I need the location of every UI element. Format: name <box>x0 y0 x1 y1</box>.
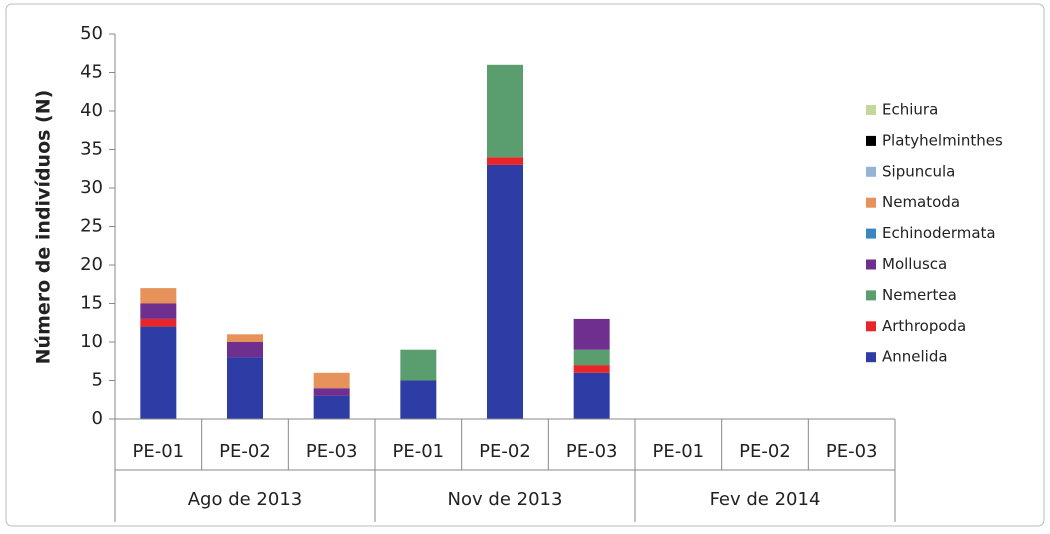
x-tick-label: PE-03 <box>566 441 618 462</box>
x-tick-label: PE-02 <box>739 441 791 462</box>
legend-label: Echinodermata <box>882 224 996 242</box>
legend-label: Annelida <box>882 348 948 366</box>
x-tick-label: PE-01 <box>133 441 185 462</box>
legend-swatch <box>866 228 876 239</box>
bar-segment <box>487 64 523 158</box>
y-tick-label: 35 <box>80 139 103 160</box>
bar-segment <box>140 326 177 419</box>
legend-label: Mollusca <box>882 255 947 273</box>
bar-segment <box>573 365 610 373</box>
bar-segment <box>573 318 610 350</box>
y-tick-label: 25 <box>80 216 103 237</box>
group-label: Nov de 2013 <box>448 489 563 510</box>
bar-segment <box>140 288 177 304</box>
bar-segment <box>227 334 263 342</box>
x-tick-label: PE-03 <box>306 441 358 462</box>
y-tick-label: 30 <box>80 177 103 198</box>
bar-segment <box>400 380 437 419</box>
bar-segment <box>487 164 523 419</box>
chart-frame <box>5 3 1045 527</box>
y-tick-label: 15 <box>80 293 103 314</box>
legend-label: Nematoda <box>882 193 960 211</box>
legend-swatch <box>866 105 876 115</box>
bar-segment <box>573 349 610 366</box>
bar-segment <box>140 318 177 327</box>
y-tick-label: 10 <box>80 331 103 352</box>
y-axis-label: Número de indivíduos (N) <box>33 90 55 365</box>
x-tick-label: PE-01 <box>653 441 705 462</box>
bar-segment <box>313 372 350 389</box>
legend-swatch <box>866 321 876 332</box>
group-label: Ago de 2013 <box>188 489 303 510</box>
y-tick-label: 5 <box>92 370 103 391</box>
bar-segment <box>227 342 263 358</box>
bar-segment <box>313 395 350 419</box>
legend-swatch <box>866 166 876 177</box>
legend-swatch <box>866 290 876 301</box>
group-label: Fev de 2014 <box>710 489 821 510</box>
y-tick-label: 50 <box>80 23 103 44</box>
legend-label: Arthropoda <box>882 317 966 335</box>
legend-label: Platyhelminthes <box>882 131 1003 149</box>
y-tick-label: 20 <box>80 254 103 275</box>
legend-swatch <box>866 135 876 146</box>
legend-swatch <box>866 259 876 270</box>
legend-swatch <box>866 197 876 208</box>
legend-label: Sipuncula <box>882 162 955 180</box>
bar-segment <box>487 157 523 165</box>
legend-swatch <box>866 352 876 363</box>
legend-label: Nemertea <box>882 286 957 304</box>
x-tick-label: PE-03 <box>826 441 878 462</box>
x-tick-label: PE-02 <box>219 441 271 462</box>
bar-segment <box>140 303 177 319</box>
bar-segment <box>313 388 350 396</box>
bar-segment <box>573 372 610 419</box>
x-tick-label: PE-02 <box>479 441 531 462</box>
y-tick-label: 0 <box>92 408 103 429</box>
legend-label: Echiura <box>882 101 938 119</box>
bar-segment <box>227 357 263 419</box>
x-tick-label: PE-01 <box>393 441 445 462</box>
bar-segment <box>400 349 437 381</box>
y-tick-label: 45 <box>80 62 103 83</box>
y-tick-label: 40 <box>80 100 103 121</box>
